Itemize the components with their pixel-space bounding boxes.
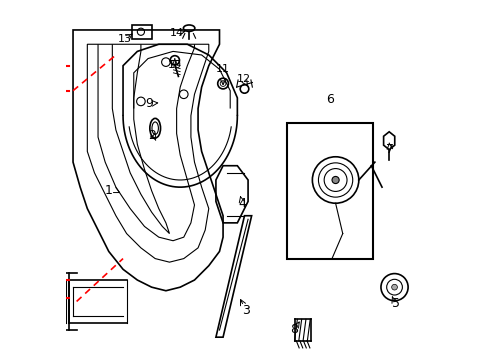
Text: 10: 10: [167, 60, 182, 70]
Text: 7: 7: [386, 143, 393, 156]
Text: 2: 2: [147, 129, 155, 142]
Text: 9: 9: [145, 97, 153, 110]
Text: 3: 3: [242, 304, 250, 317]
Text: 8: 8: [290, 323, 298, 336]
Text: 5: 5: [391, 297, 399, 310]
Text: 6: 6: [325, 93, 333, 106]
Text: 1: 1: [104, 184, 112, 197]
Text: 11: 11: [216, 64, 229, 74]
Circle shape: [331, 176, 339, 184]
Text: 12: 12: [236, 74, 250, 84]
Text: 13: 13: [118, 34, 132, 44]
Circle shape: [391, 284, 397, 290]
Bar: [132, 25, 151, 39]
Text: 4: 4: [238, 197, 246, 210]
Bar: [287, 123, 372, 258]
Text: 14: 14: [170, 28, 184, 38]
